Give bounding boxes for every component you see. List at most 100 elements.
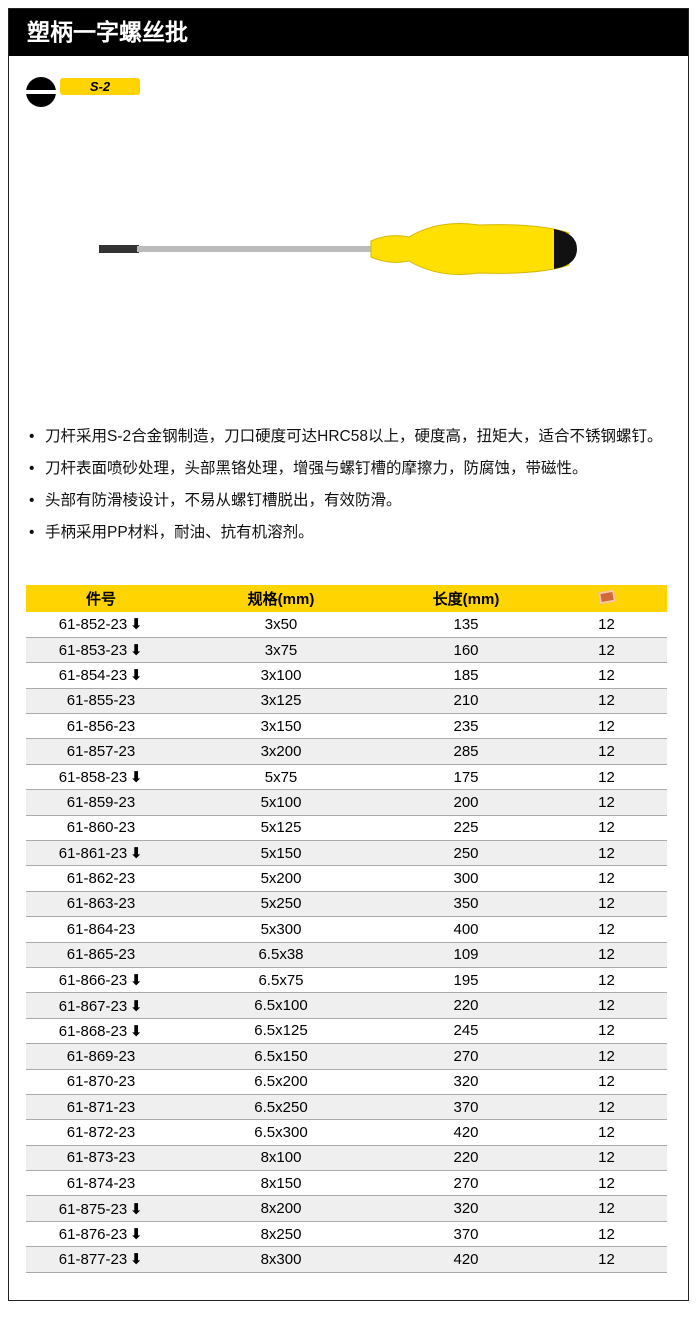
spec: 8x300 [176,1246,386,1273]
part-number: 61-869-23 [26,1043,176,1070]
spec-text: 6.5x38 [258,946,304,964]
pack-qty-text: 12 [598,920,615,938]
length: 270 [386,1170,546,1197]
length: 135 [386,612,546,638]
table-row: 61-872-23 6.5x300 420 12 [26,1119,667,1146]
table-row: 61-870-23 6.5x200 320 12 [26,1069,667,1095]
spec-text: 6.5x300 [254,1124,308,1141]
table-row: 61-865-23 6.5x38 109 12 [26,942,667,968]
table-row: 61-861-23 ⬇ 5x150 250 12 [26,840,667,867]
spec-table: 件号 规格(mm) 长度(mm) 61-852-23 ⬇ 3x50 135 12 61-8… [26,585,667,1273]
down-arrow-icon: ⬇ [129,997,143,1015]
pack-qty-text: 12 [598,971,615,989]
length-text: 370 [453,1098,479,1116]
spec-text: 8x200 [260,1200,302,1218]
screwdriver-image [99,223,577,275]
box-icon [597,589,616,605]
part-number: 61-855-23 [26,688,176,715]
part-number-text: 61-865-23 [66,946,136,964]
length-text: 370 [453,1225,479,1243]
spec: 5x200 [176,865,386,892]
pack-qty: 12 [546,815,667,842]
table-row: 61-867-23 ⬇ 6.5x100 220 12 [26,992,667,1019]
table-row: 61-862-23 5x200 300 12 [26,865,667,892]
pack-qty-text: 12 [598,666,615,684]
spec: 5x125 [176,815,386,842]
length: 300 [386,865,546,892]
length-text: 270 [453,1174,479,1192]
length-text: 200 [453,793,479,811]
part-number-text: 61-870-23 [66,1073,136,1091]
pack-qty-text: 12 [598,692,615,710]
pack-qty: 12 [546,865,667,892]
pack-qty: 12 [546,916,667,943]
col-header-spec: 规格(mm) [176,585,386,612]
spec: 3x100 [176,662,386,689]
col-header-length: 长度(mm) [386,585,546,612]
part-number-text: 61-862-23 [66,870,136,888]
pack-qty-text: 12 [598,641,615,659]
length: 420 [386,1119,546,1146]
spec-text: 3x50 [264,615,298,633]
part-number: 61-853-23 ⬇ [26,637,176,664]
spec: 6.5x125 [176,1018,386,1045]
length: 250 [386,840,546,867]
table-row: 61-852-23 ⬇ 3x50 135 12 [26,612,667,638]
table-row: 61-871-23 6.5x250 370 12 [26,1094,667,1121]
pack-qty: 12 [546,942,667,968]
length-text: 420 [453,1124,479,1141]
pack-qty: 12 [546,1246,667,1273]
length: 225 [386,815,546,842]
length-text: 235 [453,717,479,735]
spec-text: 5x100 [260,793,302,811]
spec-text: 6.5x250 [254,1098,308,1116]
table-row: 61-860-23 5x125 225 12 [26,815,667,842]
part-number-text: 61-860-23 [66,819,136,837]
spec-text: 6.5x200 [254,1073,308,1091]
spec: 3x75 [176,637,386,664]
part-number: 61-859-23 [26,789,176,816]
length: 350 [386,891,546,918]
part-number: 61-867-23 ⬇ [26,992,176,1019]
length-text: 220 [453,997,479,1015]
spec: 5x150 [176,840,386,867]
part-number: 61-870-23 [26,1069,176,1095]
part-number-text: 61-867-23 [58,997,128,1015]
length: 420 [386,1246,546,1273]
table-row: 61-877-23 ⬇ 8x300 420 12 [26,1246,667,1273]
spec: 3x200 [176,738,386,765]
table-row: 61-856-23 3x150 235 12 [26,713,667,740]
length-text: 250 [453,844,479,862]
pack-qty-text: 12 [598,895,615,913]
part-number: 61-852-23 ⬇ [26,612,176,638]
length: 400 [386,916,546,943]
part-number-text: 61-875-23 [58,1200,128,1218]
spec: 5x250 [176,891,386,918]
part-number: 61-877-23 ⬇ [26,1246,176,1273]
length: 320 [386,1195,546,1222]
length-text: 400 [453,920,479,938]
down-arrow-icon: ⬇ [129,616,143,634]
part-number: 61-865-23 [26,942,176,968]
length: 370 [386,1221,546,1248]
part-number: 61-863-23 [26,891,176,918]
spec: 6.5x38 [176,942,386,968]
spec: 6.5x150 [176,1043,386,1070]
length: 220 [386,1145,546,1172]
length: 200 [386,789,546,816]
length-text: 109 [453,946,479,964]
part-number-text: 61-856-23 [66,717,136,735]
pack-qty-text: 12 [598,743,615,761]
down-arrow-icon: ⬇ [129,769,143,787]
col-header-pack [546,585,667,612]
part-number: 61-873-23 [26,1145,176,1172]
length-text: 135 [453,615,479,633]
table-row: 61-876-23 ⬇ 8x250 370 12 [26,1221,667,1248]
spec-text: 8x250 [260,1225,302,1243]
pack-qty-text: 12 [598,1174,615,1192]
pack-qty: 12 [546,1094,667,1121]
length: 185 [386,662,546,689]
table-row: 61-866-23 ⬇ 6.5x75 195 12 [26,967,667,994]
spec-text: 5x75 [264,768,298,786]
pack-qty-text: 12 [598,1073,615,1091]
